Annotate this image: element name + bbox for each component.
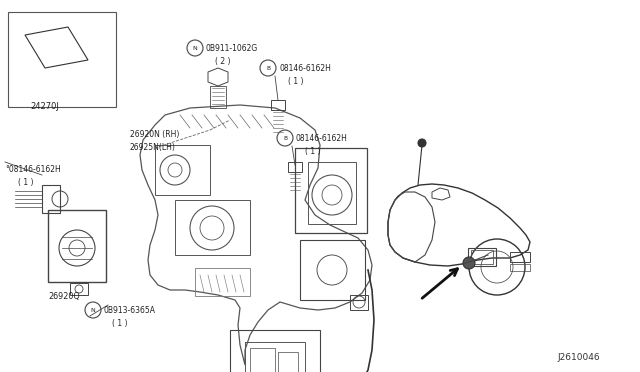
Circle shape — [418, 139, 426, 147]
Text: ( 1 ): ( 1 ) — [305, 147, 321, 156]
Bar — [250, 348, 275, 372]
Bar — [295, 148, 367, 233]
Bar — [288, 162, 302, 172]
Text: 26920N (RH): 26920N (RH) — [130, 130, 179, 139]
Bar — [210, 86, 226, 108]
Bar — [175, 200, 250, 255]
Bar — [308, 162, 356, 224]
Text: 08146-6162H: 08146-6162H — [279, 64, 331, 73]
Bar — [42, 185, 60, 213]
Bar — [271, 100, 285, 110]
Text: 26925N(LH): 26925N(LH) — [130, 143, 176, 152]
Text: N: N — [193, 45, 197, 51]
Bar — [510, 252, 530, 262]
Bar — [195, 268, 250, 296]
Text: 24270J: 24270J — [30, 102, 59, 111]
Bar — [8, 12, 116, 107]
Text: 08146-6162H: 08146-6162H — [296, 134, 348, 143]
Text: 26920Q: 26920Q — [48, 292, 80, 301]
Text: 0B913-6365A: 0B913-6365A — [104, 306, 156, 315]
Bar — [350, 295, 368, 310]
Text: °08146-6162H: °08146-6162H — [5, 165, 61, 174]
Circle shape — [463, 257, 475, 269]
Text: ( 1 ): ( 1 ) — [288, 77, 303, 86]
Text: N: N — [91, 308, 95, 312]
Text: ( 2 ): ( 2 ) — [215, 57, 230, 66]
Bar — [300, 240, 365, 300]
Bar — [471, 250, 493, 264]
Bar — [468, 248, 496, 266]
Bar — [48, 210, 106, 282]
Bar — [155, 145, 210, 195]
Text: J2610046: J2610046 — [557, 353, 600, 362]
Text: ( 1 ): ( 1 ) — [112, 319, 127, 328]
Bar — [230, 330, 320, 372]
Text: B: B — [266, 65, 270, 71]
Bar — [510, 264, 530, 271]
Text: B: B — [283, 135, 287, 141]
Text: 0B911-1062G: 0B911-1062G — [206, 44, 259, 53]
Bar — [278, 352, 298, 372]
Text: ( 1 ): ( 1 ) — [18, 178, 33, 187]
Bar — [245, 342, 305, 372]
